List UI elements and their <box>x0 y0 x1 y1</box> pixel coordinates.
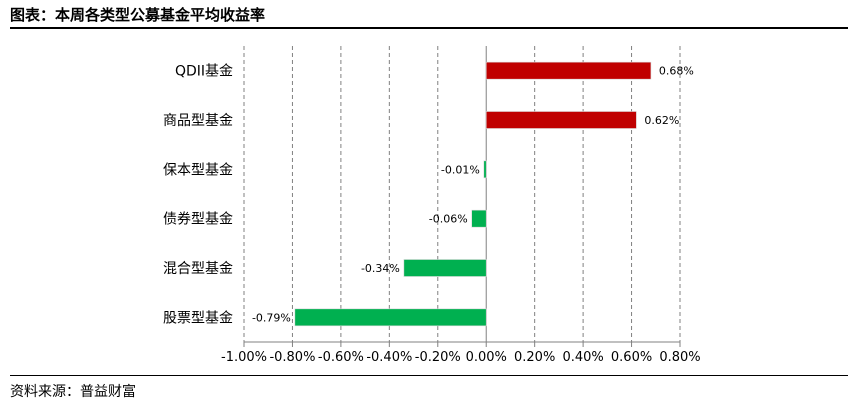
x-tick-label: -0.80% <box>269 350 315 365</box>
category-label: QDII基金 <box>175 63 233 80</box>
x-tick-label: -0.60% <box>318 350 364 365</box>
x-tick-label: 0.40% <box>562 350 603 365</box>
bar <box>471 209 487 228</box>
bar <box>485 61 652 80</box>
x-tick-label: 0.60% <box>611 350 652 365</box>
data-label: -0.79% <box>252 311 291 324</box>
x-tick-label: 0.00% <box>466 350 507 365</box>
data-label: 0.68% <box>659 65 694 78</box>
category-label: 债券型基金 <box>163 211 233 228</box>
title-underline <box>10 27 848 29</box>
category-label: 商品型基金 <box>163 112 233 129</box>
data-label: -0.34% <box>361 262 400 275</box>
category-label: 保本型基金 <box>163 161 233 178</box>
x-tick-label: -1.00% <box>221 350 267 365</box>
bar <box>403 259 487 277</box>
category-label: 混合型基金 <box>163 260 233 277</box>
bar <box>485 111 637 129</box>
chart-title: 图表：本周各类型公募基金平均收益率 <box>10 6 266 24</box>
data-label: -0.06% <box>429 213 468 226</box>
bar <box>483 160 487 179</box>
x-tick-label: 0.80% <box>659 350 700 365</box>
data-label: 0.62% <box>644 114 679 127</box>
bar <box>294 308 487 327</box>
category-label: 股票型基金 <box>163 309 233 326</box>
data-label: -0.01% <box>441 163 480 176</box>
source-note: 资料来源：普益财富 <box>10 384 136 400</box>
footer-rule <box>10 375 848 376</box>
x-tick-label: -0.20% <box>415 350 461 365</box>
x-tick-label: 0.20% <box>514 350 555 365</box>
x-tick-label: -0.40% <box>366 350 412 365</box>
